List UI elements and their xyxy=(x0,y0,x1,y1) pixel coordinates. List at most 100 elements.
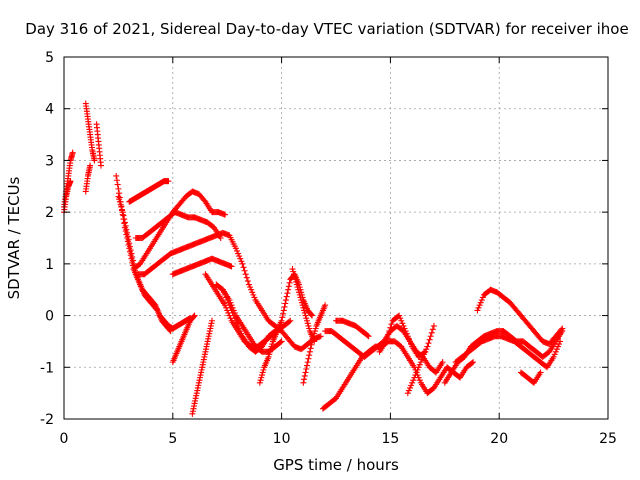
data-point xyxy=(411,374,418,381)
data-point xyxy=(248,286,255,293)
data-point xyxy=(311,328,318,335)
data-point xyxy=(116,190,123,197)
data-point xyxy=(166,327,173,334)
data-point xyxy=(317,333,324,340)
data-point xyxy=(259,372,266,379)
data-point xyxy=(408,341,415,348)
data-point xyxy=(387,324,394,331)
data-point xyxy=(268,343,275,350)
y-tick-label: 4 xyxy=(45,102,54,118)
data-point xyxy=(250,291,257,298)
data-point xyxy=(302,369,309,376)
data-point xyxy=(299,302,306,309)
data-point xyxy=(116,196,123,203)
x-tick-label: 0 xyxy=(60,431,69,447)
data-point xyxy=(126,240,133,247)
data-point xyxy=(260,366,267,373)
data-point xyxy=(551,351,558,358)
data-point xyxy=(309,312,316,319)
data-point xyxy=(409,379,416,386)
data-point xyxy=(278,338,285,345)
data-point xyxy=(386,328,393,335)
data-point xyxy=(124,233,131,240)
data-point xyxy=(229,309,236,316)
data-point xyxy=(557,338,564,345)
data-point xyxy=(240,264,247,271)
plot-frame xyxy=(63,56,609,420)
y-tick-label: -2 xyxy=(40,412,54,428)
data-point xyxy=(397,315,404,322)
data-point xyxy=(119,209,126,216)
data-point xyxy=(290,268,297,275)
data-point xyxy=(130,260,137,267)
data-point xyxy=(304,359,311,366)
data-point xyxy=(307,345,314,352)
data-point xyxy=(116,198,123,205)
data-point xyxy=(265,353,272,360)
data-point xyxy=(414,366,421,373)
data-point xyxy=(238,258,245,265)
x-axis-label: GPS time / hours xyxy=(273,456,399,474)
data-point xyxy=(554,343,561,350)
data-point xyxy=(115,185,122,192)
data-point xyxy=(167,328,174,335)
data-point xyxy=(310,333,317,340)
data-point xyxy=(301,372,308,379)
data-point xyxy=(127,247,134,254)
data-point xyxy=(306,325,313,332)
data-point xyxy=(558,326,565,333)
data-point xyxy=(257,377,264,384)
data-point xyxy=(470,359,477,366)
data-point xyxy=(122,222,129,229)
data-point xyxy=(128,250,135,257)
x-tick-label: 20 xyxy=(490,431,508,447)
data-point xyxy=(424,343,431,350)
data-point xyxy=(208,317,215,324)
data-point xyxy=(303,366,310,373)
data-point xyxy=(416,377,423,384)
data-point xyxy=(289,266,296,273)
data-point xyxy=(304,320,311,327)
data-point xyxy=(294,284,301,291)
data-point xyxy=(91,157,98,164)
data-point xyxy=(266,348,273,355)
data-point xyxy=(87,162,94,169)
data-point xyxy=(301,307,308,314)
x-tick-label: 15 xyxy=(381,431,399,447)
data-point xyxy=(129,257,136,264)
data-point xyxy=(225,299,232,306)
data-point xyxy=(478,297,485,304)
y-tick-label: 1 xyxy=(45,257,54,273)
data-point xyxy=(251,294,258,301)
data-point xyxy=(284,290,291,297)
data-point xyxy=(222,211,229,218)
y-tick-label: 3 xyxy=(45,153,54,169)
data-point xyxy=(421,351,428,358)
data-point xyxy=(559,325,566,332)
data-point xyxy=(121,219,128,226)
data-point xyxy=(556,341,563,348)
data-point xyxy=(303,315,310,322)
x-tick-label: 25 xyxy=(599,431,617,447)
data-point xyxy=(67,178,74,185)
data-point xyxy=(309,335,316,342)
data-point xyxy=(220,289,227,296)
data-point xyxy=(429,326,436,333)
data-point xyxy=(469,359,475,366)
data-point xyxy=(396,312,403,319)
data-point xyxy=(285,286,292,293)
data-point xyxy=(113,177,120,184)
data-point xyxy=(233,247,240,254)
x-tick-label: 5 xyxy=(168,431,177,447)
data-point xyxy=(277,339,284,346)
data-point xyxy=(477,299,484,306)
chart-title: Day 316 of 2021, Sidereal Day-to-day VTE… xyxy=(25,20,628,38)
data-point xyxy=(228,263,235,270)
data-point xyxy=(118,203,125,210)
data-point xyxy=(267,346,274,353)
data-point xyxy=(232,317,239,324)
data-point xyxy=(312,325,319,332)
data-point xyxy=(301,309,308,316)
y-axis-label: SDTVAR / TECUs xyxy=(5,176,23,299)
data-point xyxy=(228,307,235,314)
